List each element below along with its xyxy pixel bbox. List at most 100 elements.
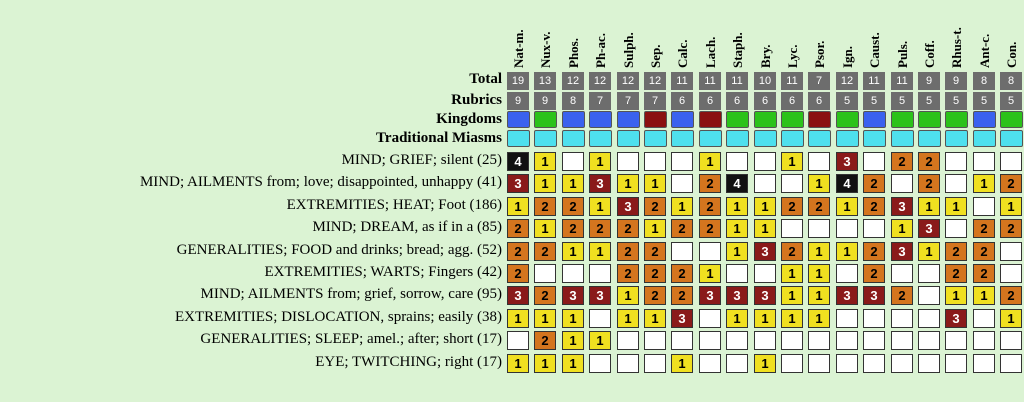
- grade-cell[interactable]: [836, 354, 858, 373]
- grade-cell[interactable]: [726, 331, 748, 350]
- grade-cell[interactable]: 2: [671, 219, 693, 238]
- grade-cell[interactable]: 1: [589, 197, 611, 216]
- column-header[interactable]: Lyc.: [781, 34, 805, 68]
- grade-cell[interactable]: [863, 309, 885, 328]
- grade-cell[interactable]: 2: [808, 197, 830, 216]
- rubric-label[interactable]: EXTREMITIES; WARTS; Fingers (42): [264, 264, 502, 280]
- grade-cell[interactable]: 1: [808, 264, 830, 283]
- grade-cell[interactable]: 2: [671, 264, 693, 283]
- grade-cell[interactable]: 1: [754, 354, 776, 373]
- grade-cell[interactable]: 2: [562, 219, 584, 238]
- column-header[interactable]: Bry.: [754, 34, 778, 68]
- grade-cell[interactable]: 2: [891, 152, 913, 171]
- grade-cell[interactable]: [781, 331, 803, 350]
- grade-cell[interactable]: 1: [781, 264, 803, 283]
- grade-cell[interactable]: 2: [973, 264, 995, 283]
- grade-cell[interactable]: 1: [534, 152, 556, 171]
- grade-cell[interactable]: [891, 174, 913, 193]
- grade-cell[interactable]: 1: [808, 286, 830, 305]
- column-header[interactable]: Nat-m.: [507, 29, 531, 68]
- grade-cell[interactable]: 3: [507, 174, 529, 193]
- grade-cell[interactable]: 3: [589, 174, 611, 193]
- grade-cell[interactable]: 2: [644, 286, 666, 305]
- grade-cell[interactable]: 1: [754, 197, 776, 216]
- grade-cell[interactable]: 2: [671, 286, 693, 305]
- grade-cell[interactable]: 3: [726, 286, 748, 305]
- grade-cell[interactable]: 4: [836, 174, 858, 193]
- grade-cell[interactable]: 2: [507, 242, 529, 261]
- grade-cell[interactable]: [671, 152, 693, 171]
- grade-cell[interactable]: 2: [863, 174, 885, 193]
- grade-cell[interactable]: [644, 152, 666, 171]
- rubric-label[interactable]: MIND; AILMENTS from; grief, sorrow, care…: [200, 286, 502, 302]
- grade-cell[interactable]: 2: [863, 197, 885, 216]
- grade-cell[interactable]: 2: [644, 264, 666, 283]
- grade-cell[interactable]: 2: [534, 197, 556, 216]
- grade-cell[interactable]: 2: [699, 219, 721, 238]
- grade-cell[interactable]: 2: [644, 197, 666, 216]
- grade-cell[interactable]: [836, 309, 858, 328]
- grade-cell[interactable]: 2: [507, 219, 529, 238]
- grade-cell[interactable]: 3: [891, 197, 913, 216]
- grade-cell[interactable]: [945, 152, 967, 171]
- grade-cell[interactable]: [918, 354, 940, 373]
- grade-cell[interactable]: 2: [534, 242, 556, 261]
- column-header[interactable]: Puls.: [891, 34, 915, 68]
- grade-cell[interactable]: 1: [754, 219, 776, 238]
- grade-cell[interactable]: [781, 354, 803, 373]
- grade-cell[interactable]: 1: [891, 219, 913, 238]
- grade-cell[interactable]: 1: [534, 174, 556, 193]
- grade-cell[interactable]: [808, 331, 830, 350]
- rubric-label[interactable]: MIND; GRIEF; silent (25): [341, 152, 502, 168]
- grade-cell[interactable]: 3: [699, 286, 721, 305]
- column-header[interactable]: Lach.: [699, 34, 723, 68]
- grade-cell[interactable]: 2: [534, 286, 556, 305]
- grade-cell[interactable]: [973, 309, 995, 328]
- grade-cell[interactable]: 2: [945, 264, 967, 283]
- grade-cell[interactable]: [973, 197, 995, 216]
- grade-cell[interactable]: 3: [836, 286, 858, 305]
- grade-cell[interactable]: [863, 354, 885, 373]
- column-header[interactable]: Phos.: [562, 34, 586, 68]
- grade-cell[interactable]: 4: [726, 174, 748, 193]
- grade-cell[interactable]: [973, 331, 995, 350]
- grade-cell[interactable]: [562, 264, 584, 283]
- grade-cell[interactable]: 1: [534, 219, 556, 238]
- grade-cell[interactable]: [1000, 242, 1022, 261]
- column-header[interactable]: Staph.: [726, 32, 750, 68]
- grade-cell[interactable]: 2: [1000, 174, 1022, 193]
- grade-cell[interactable]: 1: [617, 286, 639, 305]
- grade-cell[interactable]: 1: [562, 331, 584, 350]
- grade-cell[interactable]: 1: [973, 286, 995, 305]
- grade-cell[interactable]: 1: [507, 197, 529, 216]
- grade-cell[interactable]: 1: [534, 354, 556, 373]
- grade-cell[interactable]: 1: [562, 174, 584, 193]
- grade-cell[interactable]: 1: [781, 309, 803, 328]
- grade-cell[interactable]: [699, 309, 721, 328]
- grade-cell[interactable]: 1: [726, 197, 748, 216]
- rubric-label[interactable]: MIND; DREAM, as if in a (85): [312, 219, 502, 235]
- grade-cell[interactable]: 2: [918, 174, 940, 193]
- grade-cell[interactable]: 3: [754, 286, 776, 305]
- grade-cell[interactable]: 3: [589, 286, 611, 305]
- column-header[interactable]: Coff.: [918, 34, 942, 68]
- grade-cell[interactable]: 1: [589, 331, 611, 350]
- grade-cell[interactable]: 2: [699, 197, 721, 216]
- grade-cell[interactable]: [754, 174, 776, 193]
- grade-cell[interactable]: 1: [918, 242, 940, 261]
- grade-cell[interactable]: [808, 219, 830, 238]
- grade-cell[interactable]: [671, 331, 693, 350]
- grade-cell[interactable]: [562, 152, 584, 171]
- grade-cell[interactable]: [754, 331, 776, 350]
- grade-cell[interactable]: [891, 264, 913, 283]
- grade-cell[interactable]: 1: [617, 174, 639, 193]
- grade-cell[interactable]: [589, 309, 611, 328]
- grade-cell[interactable]: 1: [589, 242, 611, 261]
- grade-cell[interactable]: 1: [973, 174, 995, 193]
- grade-cell[interactable]: 2: [863, 264, 885, 283]
- grade-cell[interactable]: 1: [562, 242, 584, 261]
- grade-cell[interactable]: [726, 354, 748, 373]
- grade-cell[interactable]: 1: [808, 242, 830, 261]
- grade-cell[interactable]: [589, 264, 611, 283]
- grade-cell[interactable]: 1: [534, 309, 556, 328]
